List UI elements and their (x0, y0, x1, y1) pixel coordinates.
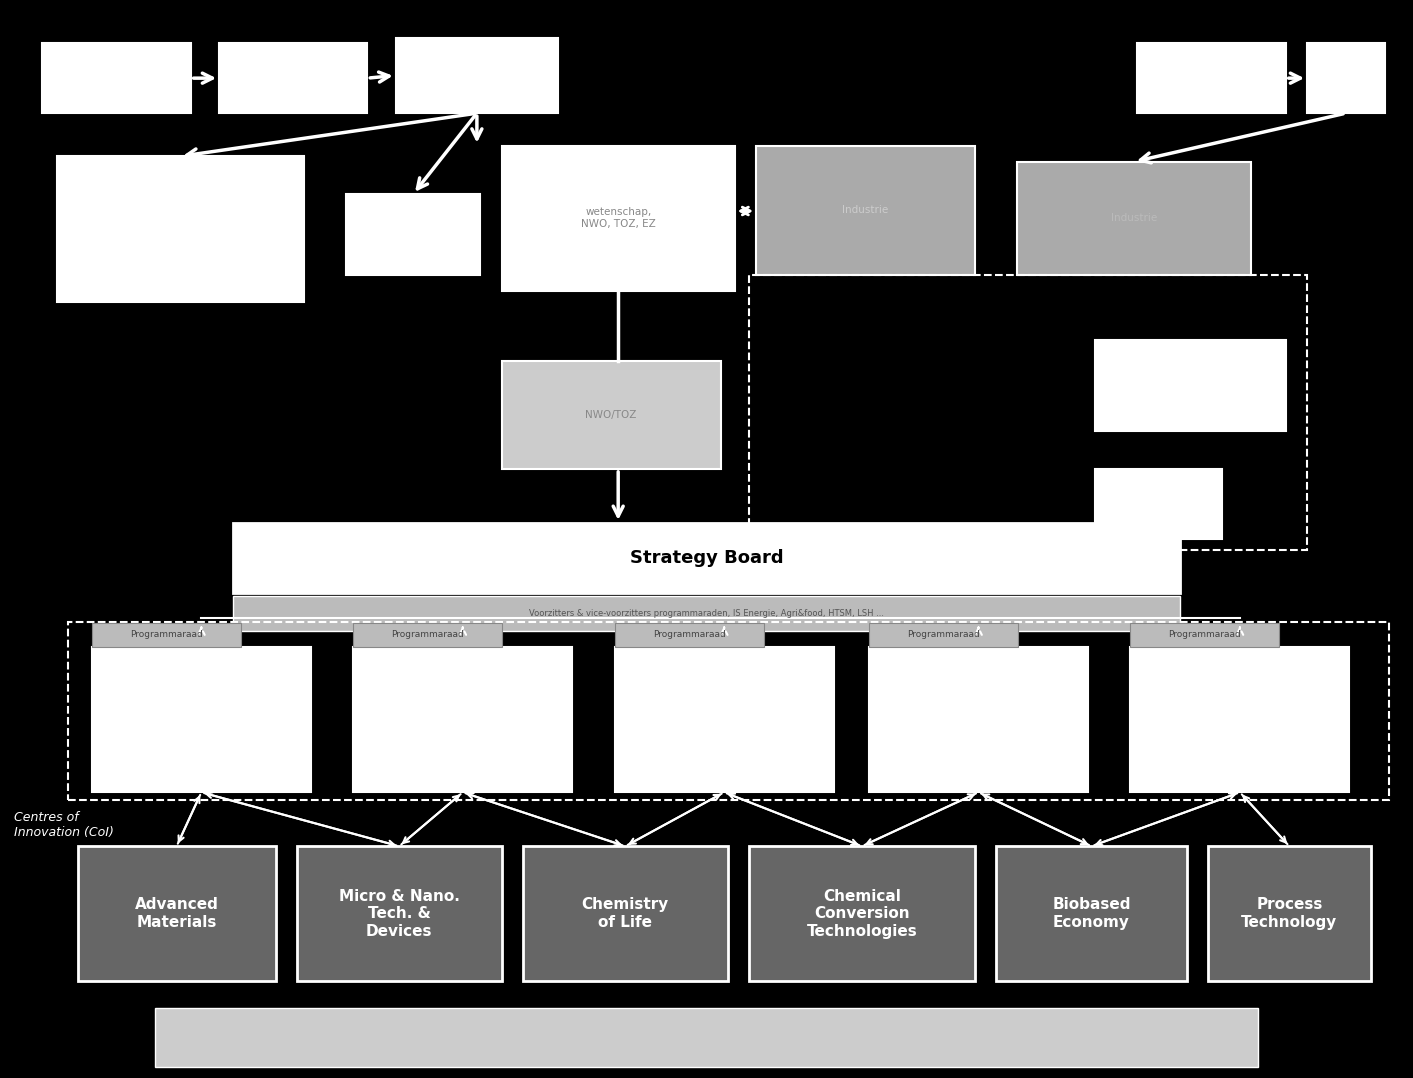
Bar (1095, 469, 1222, 539)
Bar (869, 647, 1088, 792)
Bar (353, 647, 572, 792)
Text: Chemical
Conversion
Technologies: Chemical Conversion Technologies (807, 888, 917, 939)
Text: Programmaraad: Programmaraad (130, 631, 202, 639)
Bar (78, 846, 276, 981)
Bar (1130, 647, 1349, 792)
Text: Voorzitters & vice-voorzitters programmaraden, IS Energie, Agri&food, HTSM, LSH : Voorzitters & vice-voorzitters programma… (528, 609, 885, 618)
Text: Biobased
Economy: Biobased Economy (1053, 897, 1130, 930)
Bar (233, 523, 1180, 593)
Text: Industrie: Industrie (842, 205, 889, 216)
Bar (219, 43, 367, 113)
Bar (396, 38, 558, 113)
Bar (502, 361, 721, 469)
Bar (869, 623, 1017, 647)
Text: Programmaraad: Programmaraad (391, 631, 463, 639)
Bar (749, 846, 975, 981)
Bar (502, 146, 735, 291)
Bar (57, 156, 304, 302)
Text: wetenschap,
NWO, TOZ, EZ: wetenschap, NWO, TOZ, EZ (581, 207, 656, 230)
Bar (756, 146, 975, 275)
Bar (92, 647, 311, 792)
Bar (1208, 846, 1371, 981)
Text: Programmaraad: Programmaraad (653, 631, 725, 639)
Bar (996, 846, 1187, 981)
Bar (1095, 340, 1286, 431)
Bar (233, 596, 1180, 631)
Bar (615, 647, 834, 792)
Bar (297, 846, 502, 981)
Bar (1307, 43, 1385, 113)
Bar (523, 846, 728, 981)
Bar (92, 623, 240, 647)
Text: Strategy Board: Strategy Board (630, 549, 783, 567)
Text: Programmaraad: Programmaraad (1169, 631, 1241, 639)
Text: Programmaraad: Programmaraad (907, 631, 979, 639)
Text: Micro & Nano.
Tech. &
Devices: Micro & Nano. Tech. & Devices (339, 888, 459, 939)
Bar (1137, 43, 1286, 113)
Bar (615, 623, 763, 647)
Bar (749, 275, 1307, 550)
Text: NWO/TOZ: NWO/TOZ (585, 410, 637, 420)
Bar (353, 623, 502, 647)
Text: Industrie: Industrie (1111, 213, 1157, 223)
Text: Centres of
Innovation (CoI): Centres of Innovation (CoI) (14, 811, 114, 839)
Text: Advanced
Materials: Advanced Materials (134, 897, 219, 930)
Text: Chemistry
of Life: Chemistry of Life (582, 897, 668, 930)
Bar (346, 194, 480, 275)
Bar (42, 43, 191, 113)
Bar (1130, 623, 1279, 647)
Bar (68, 622, 1389, 800)
Text: Process
Technology: Process Technology (1241, 897, 1338, 930)
Bar (155, 1008, 1258, 1067)
Bar (1017, 162, 1251, 275)
